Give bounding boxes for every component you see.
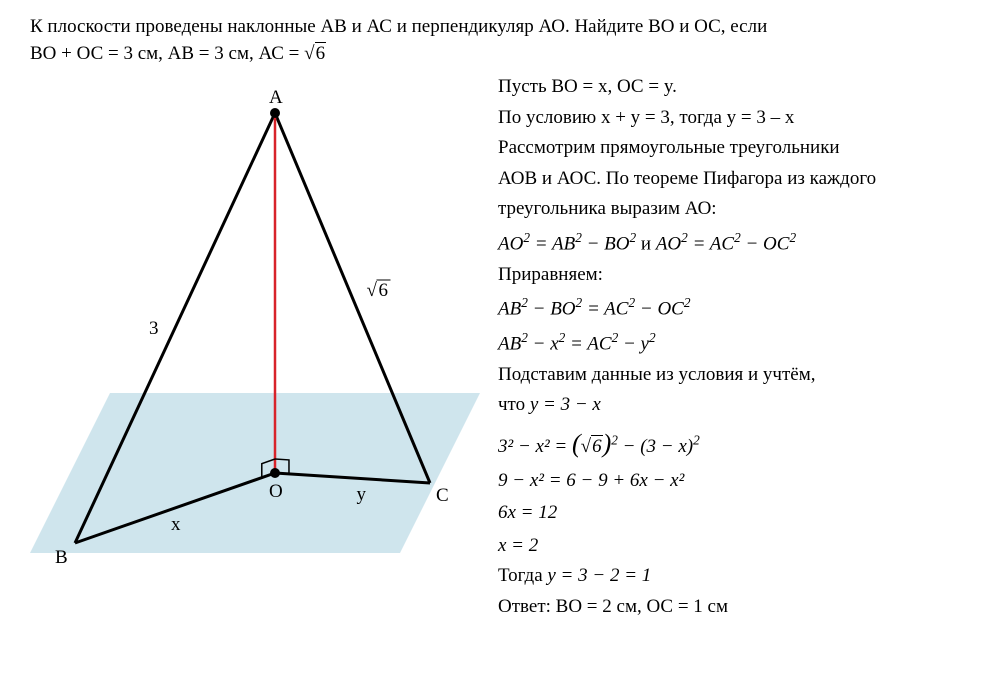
solution-text: Пусть ВО = x, ОС = y. По условию х + у =… <box>490 73 975 623</box>
svg-text:B: B <box>55 547 68 568</box>
svg-text:A: A <box>269 87 283 108</box>
svg-text:3: 3 <box>149 318 159 339</box>
svg-text:O: O <box>269 481 283 502</box>
eq4: 3² − x² = (√6)2 − (3 − x)2 <box>498 424 975 463</box>
sol-l6: Приравняем: <box>498 261 975 290</box>
svg-text:C: C <box>436 485 449 506</box>
eq3: AB2 − x2 = AC2 − y2 <box>498 328 975 359</box>
sol-l1: Пусть ВО = x, ОС = y. <box>498 73 975 102</box>
eq1: AO2 = AB2 − BO2 и AO2 = AC2 − OC2 <box>498 228 975 259</box>
geometry-diagram: A O B C 3 √6 x y <box>30 73 480 603</box>
svg-text:6: 6 <box>379 280 389 301</box>
svg-text:√: √ <box>367 280 378 301</box>
problem-line2-prefix: ВО + ОС = 3 см, АВ = 3 см, АС = <box>30 43 304 64</box>
sol-l9: Тогда y = 3 − 2 = 1 <box>498 562 975 591</box>
diagram-area: A O B C 3 √6 x y <box>30 73 490 623</box>
eq5: 9 − x² = 6 − 9 + 6x − x² <box>498 467 975 496</box>
eq6: 6x = 12 <box>498 499 975 528</box>
sol-l7: Подставим данные из условия и учтём, <box>498 361 975 390</box>
sqrt-6-problem: √6 <box>304 41 326 68</box>
eq2: AB2 − BO2 = AC2 − OC2 <box>498 293 975 324</box>
problem-statement: К плоскости проведены наклонные АВ и АС … <box>30 14 975 67</box>
svg-text:x: x <box>171 514 181 535</box>
answer: Ответ: ВО = 2 см, ОС = 1 см <box>498 593 975 622</box>
sol-l3: Рассмотрим прямоугольные треугольники <box>498 134 975 163</box>
problem-line2: ВО + ОС = 3 см, АВ = 3 см, АС = √6 <box>30 41 975 68</box>
eq7: x = 2 <box>498 532 975 561</box>
sol-l4: АОВ и АОС. По теореме Пифагора из каждог… <box>498 165 975 194</box>
sol-l2: По условию х + у = 3, тогда у = 3 – х <box>498 104 975 133</box>
sol-l5: треугольника выразим АО: <box>498 195 975 224</box>
problem-line1: К плоскости проведены наклонные АВ и АС … <box>30 14 975 41</box>
sol-l8: что y = 3 − x <box>498 391 975 420</box>
svg-text:y: y <box>357 484 367 505</box>
